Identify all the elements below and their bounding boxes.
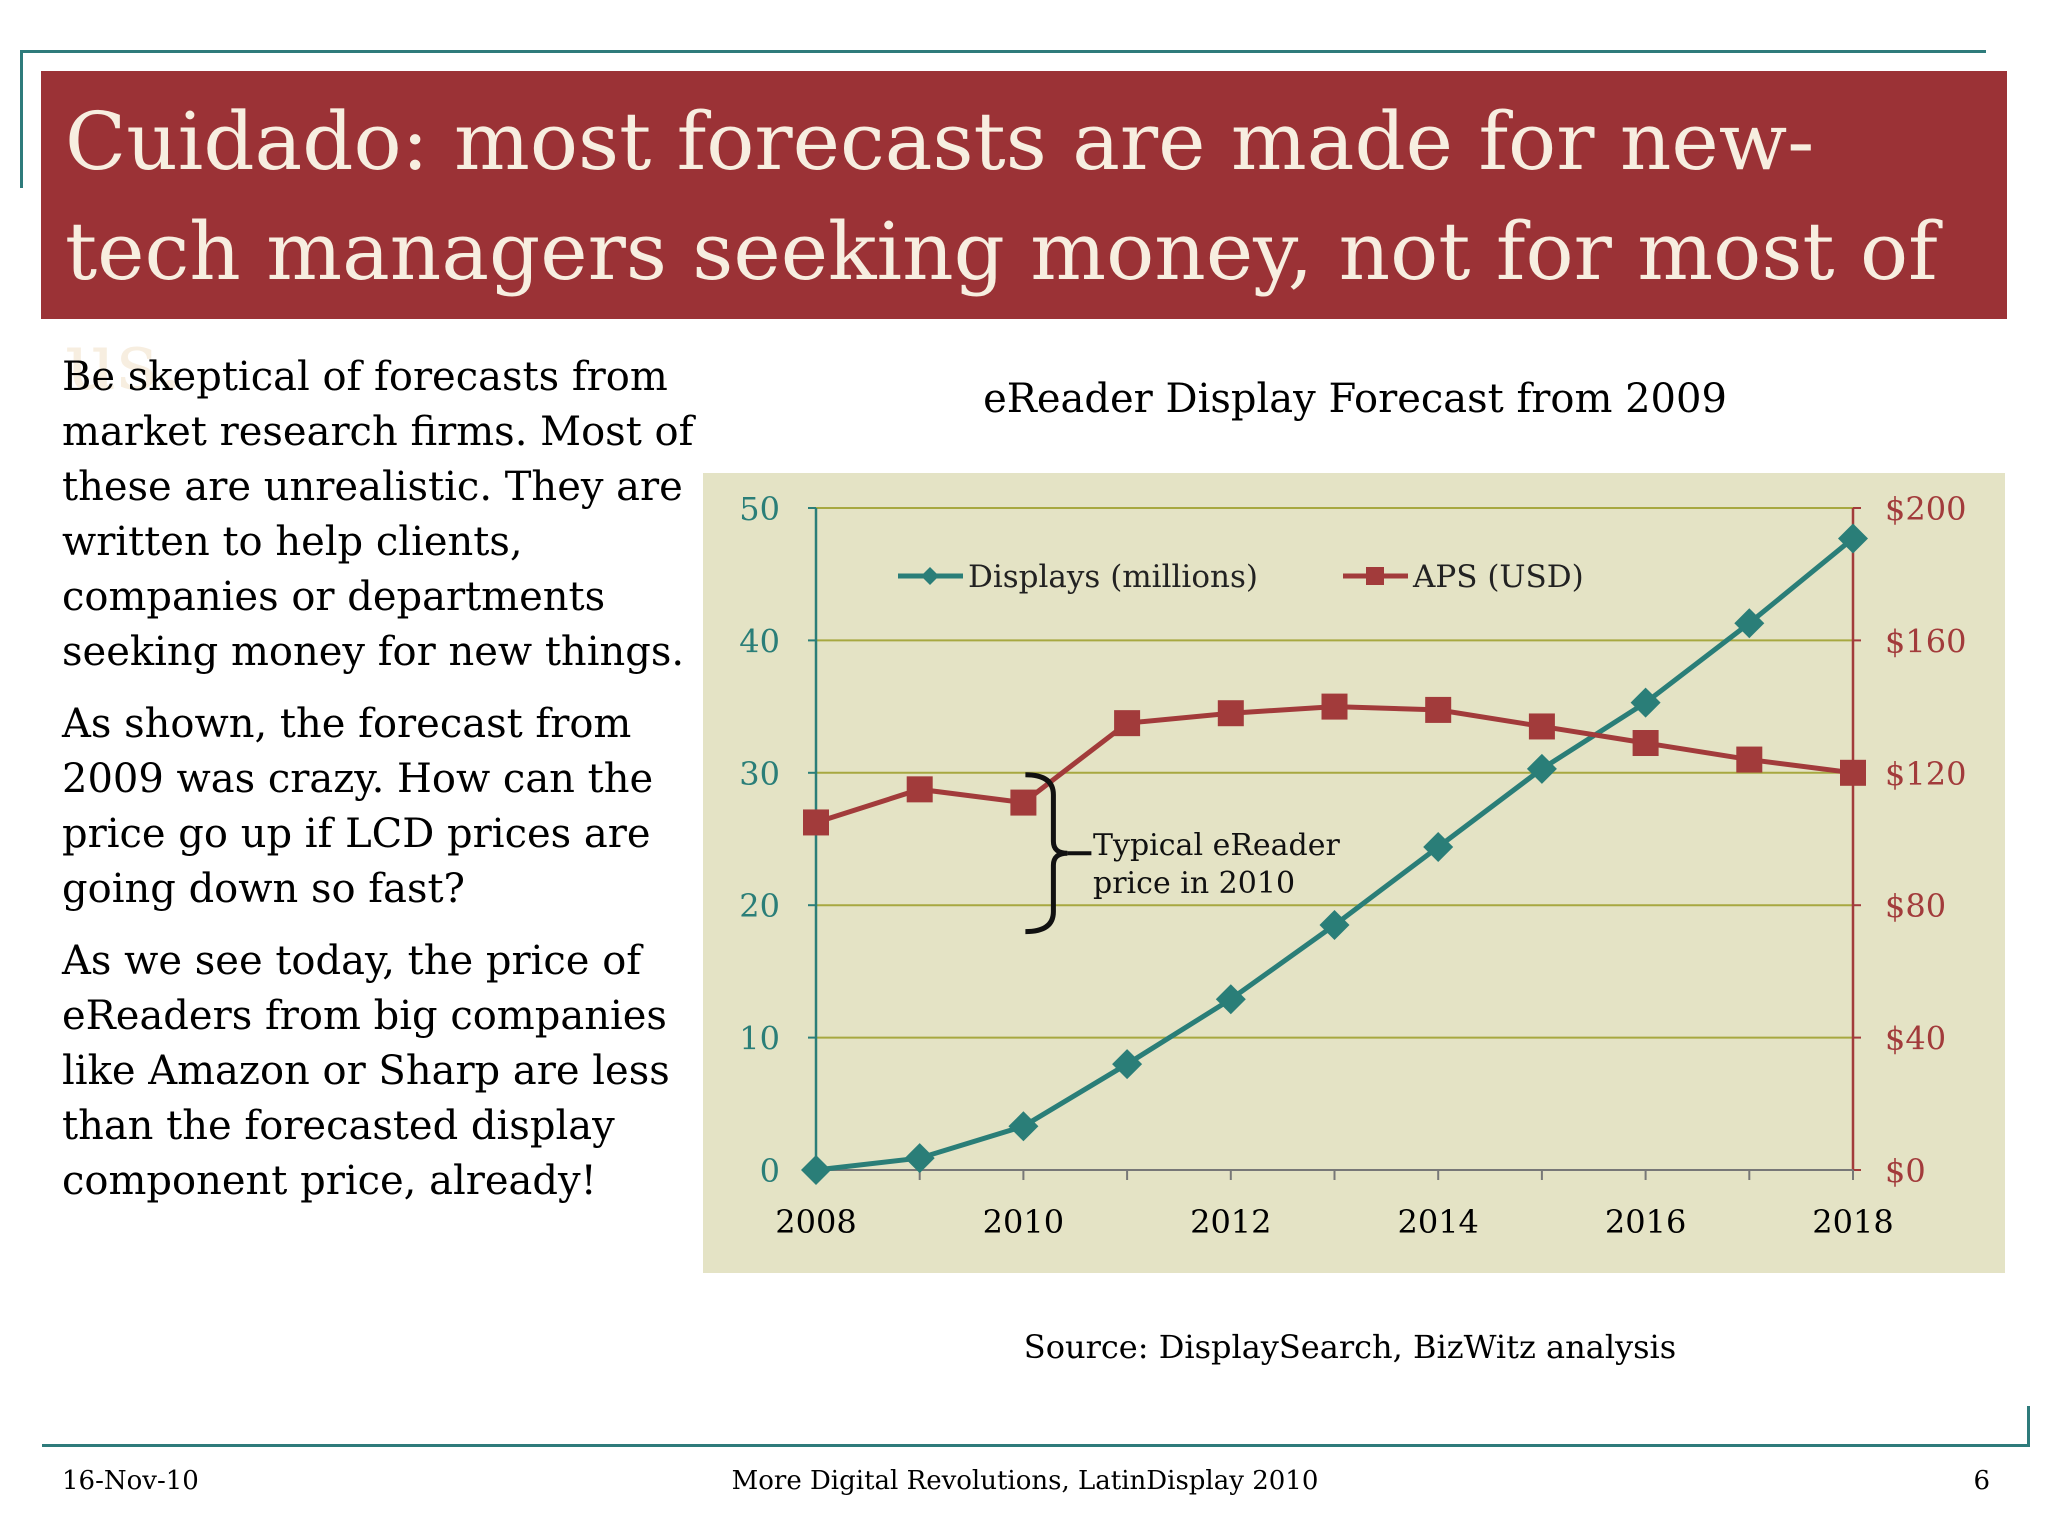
- body-paragraph-1: Be skeptical of forecasts from market re…: [62, 354, 694, 675]
- right-axis-tick-label: $80: [1885, 887, 1946, 925]
- page-number: 6: [1973, 1466, 1990, 1496]
- x-axis-tick-label: 2018: [1812, 1203, 1893, 1241]
- right-axis-tick-label: $160: [1885, 622, 1966, 660]
- displays-point: [801, 1155, 831, 1185]
- aps-point: [906, 776, 933, 803]
- annotation-text: Typical eReader: [1093, 828, 1341, 863]
- x-axis-tick-label: 2008: [775, 1203, 856, 1241]
- x-axis-tick-label: 2016: [1605, 1203, 1686, 1241]
- left-axis-tick-label: 20: [739, 887, 780, 925]
- left-axis-tick-label: 0: [760, 1152, 780, 1190]
- left-axis-tick-label: 10: [739, 1020, 780, 1058]
- displays-point: [904, 1143, 935, 1174]
- left-axis-tick-label: 30: [739, 755, 780, 793]
- body-text: Be skeptical of forecasts from market re…: [62, 350, 702, 1226]
- aps-point: [1840, 759, 1866, 786]
- slide-title: Cuidado: most forecasts are made for new…: [65, 95, 1938, 408]
- legend-swatch-marker: [1366, 567, 1384, 585]
- footer-center-text: More Digital Revolutions, LatinDisplay 2…: [731, 1466, 1319, 1496]
- footer-date: 16-Nov-10: [62, 1466, 199, 1496]
- displays-point: [1423, 831, 1454, 862]
- frame-left-line: [20, 50, 23, 188]
- plot-area: 0 10 20 30 40 50 $0 $40 $80 $120 $160 $200 2008 2010 2…: [703, 473, 2005, 1273]
- aps-point: [1425, 696, 1452, 723]
- annotation-text: price in 2010: [1093, 866, 1295, 901]
- displays-point: [1112, 1049, 1143, 1080]
- x-axis-tick-label: 2010: [983, 1203, 1064, 1241]
- x-axis-tick-label: 2012: [1190, 1203, 1271, 1241]
- aps-point: [803, 809, 829, 836]
- right-axis-tick-label: $120: [1885, 755, 1966, 793]
- x-axis-tick-label: 2014: [1397, 1203, 1478, 1241]
- displays-point: [1215, 984, 1246, 1015]
- source-note: Source: DisplaySearch, BizWitz analysis: [1023, 1328, 1677, 1366]
- displays-point: [1526, 753, 1557, 784]
- legend-swatch-marker: [921, 567, 939, 585]
- body-paragraph-3: As we see today, the price of eReaders f…: [62, 938, 670, 1204]
- line-chart: 0 10 20 30 40 50 $0 $40 $80 $120 $160 $200 2008 2010 2…: [739, 490, 1966, 1241]
- right-axis-tick-label: $40: [1885, 1020, 1946, 1058]
- displays-point: [1734, 608, 1765, 639]
- frame-top-line: [20, 50, 1986, 53]
- left-axis-tick-label: 40: [739, 622, 780, 660]
- aps-point: [1528, 713, 1555, 740]
- series-line-2: [815, 704, 1854, 825]
- displays-point: [1630, 687, 1661, 718]
- title-bar: Cuidado: most forecasts are made for new…: [41, 71, 2007, 408]
- aps-point: [1217, 700, 1244, 727]
- right-axis-tick-label: $0: [1885, 1152, 1926, 1190]
- left-axis-tick-label: 50: [739, 490, 780, 528]
- displays-point: [1008, 1111, 1039, 1142]
- frame-bottom-line: [42, 1444, 2030, 1447]
- displays-point: [1838, 523, 1868, 554]
- right-axis-tick-label: $200: [1885, 490, 1966, 528]
- displays-point: [1319, 910, 1350, 941]
- aps-point: [1114, 710, 1141, 737]
- legend-label: Displays (millions): [968, 559, 1258, 595]
- aps-point: [1321, 693, 1348, 720]
- frame-right-line: [2027, 1406, 2030, 1447]
- aps-point: [1736, 746, 1763, 773]
- aps-point: [1010, 789, 1037, 816]
- legend-label: APS (USD): [1412, 559, 1584, 595]
- chart-title: eReader Display Forecast from 2009: [983, 376, 1727, 422]
- aps-point: [1632, 730, 1659, 757]
- body-paragraph-2: As shown, the forecast from 2009 was cra…: [62, 701, 654, 912]
